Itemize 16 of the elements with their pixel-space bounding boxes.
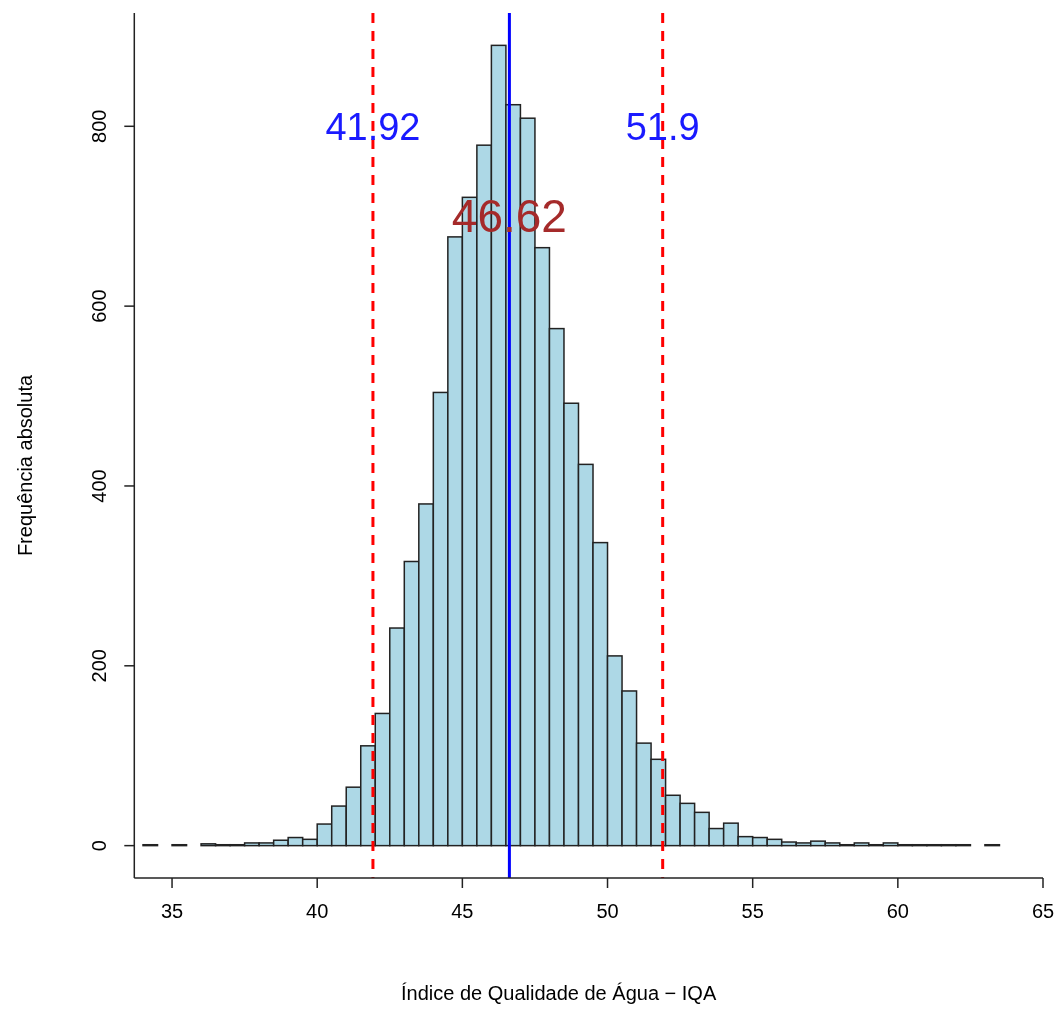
annotation: 41.92 xyxy=(325,105,421,148)
x-tick-label: 45 xyxy=(451,900,474,922)
y-tick-label: 200 xyxy=(88,649,111,683)
y-tick-label: 400 xyxy=(88,469,111,503)
x-tick-label: 35 xyxy=(160,900,184,922)
x-axis-title: Índice de Qualidade de Água − IQA xyxy=(401,982,717,1004)
y-axis-title: Frequência absoluta xyxy=(14,374,36,557)
y-tick-label: 800 xyxy=(88,109,111,143)
x-tick-label: 55 xyxy=(741,900,764,922)
y-tick-label: 600 xyxy=(88,289,111,323)
x-tick-label: 65 xyxy=(1031,900,1055,922)
y-tick-label: 0 xyxy=(88,840,111,852)
x-tick-label: 50 xyxy=(596,900,619,922)
annotation: 51.9 xyxy=(625,105,700,148)
x-tick-label: 60 xyxy=(886,900,909,922)
x-tick-label: 40 xyxy=(306,900,329,922)
